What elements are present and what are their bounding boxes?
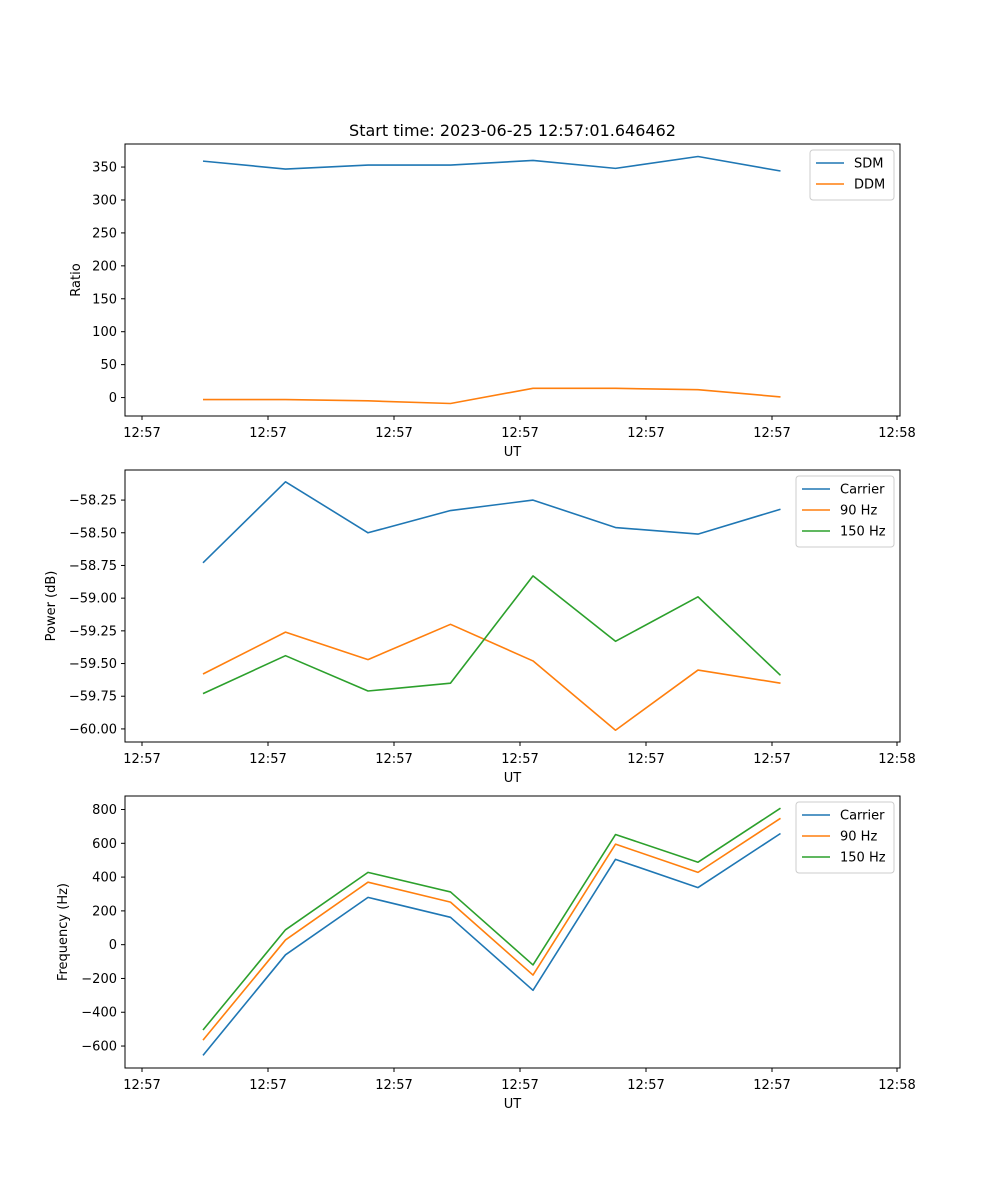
subplot-3: 12:57 12:57 12:57 12:57 12:57 12:57 12:58 −600 −… (56, 795, 916, 1112)
subplot-1: 12:57 12:57 12:57 12:57 12:57 12:57 12:58 0 50 10… (69, 121, 916, 460)
legend-label: Carrier (840, 483, 885, 498)
axes-frame (124, 795, 901, 1069)
legend-box (795, 801, 895, 874)
series-line-carrier (202, 480, 781, 564)
series-line-90-hz (202, 817, 781, 1041)
x-tick-label: 12:58 (878, 1078, 915, 1093)
x-tick-label: 12:57 (753, 1078, 790, 1093)
legend: Carrier 90 Hz 150 Hz (795, 801, 895, 874)
axes-frame (124, 143, 901, 417)
y-tick-label: 800 (92, 803, 117, 818)
x-tick-label: 12:57 (627, 1078, 664, 1093)
y-tick-label: −58.75 (69, 559, 117, 574)
x-tick-label: 12:57 (375, 1078, 412, 1093)
x-tick-label: 12:57 (753, 752, 790, 767)
x-axis-label: UT (504, 1097, 522, 1112)
y-tick-label: −58.50 (69, 526, 117, 541)
y-tick-label: −60.00 (69, 722, 117, 737)
legend: Carrier 90 Hz 150 Hz (795, 475, 895, 548)
y-tick-label: −59.00 (69, 592, 117, 607)
chart-title: Start time: 2023-06-25 12:57:01.646462 (349, 121, 676, 140)
x-tick-label: 12:57 (249, 426, 286, 441)
x-axis-label: UT (504, 445, 522, 460)
y-tick-label: −400 (81, 1006, 117, 1021)
x-tick-label: 12:58 (878, 752, 915, 767)
y-axis-label: Ratio (69, 263, 84, 296)
legend-label: 150 Hz (840, 851, 886, 866)
y-tick-label: 200 (92, 904, 117, 919)
y-tick-label: 600 (92, 837, 117, 852)
y-tick-label: 300 (92, 193, 117, 208)
x-tick-label: 12:57 (627, 752, 664, 767)
y-tick-label: 250 (92, 226, 117, 241)
x-axis-label: UT (504, 771, 522, 786)
series-line-ddm (203, 387, 781, 405)
legend: SDM DDM (809, 149, 895, 201)
x-tick-label: 12:57 (501, 1078, 538, 1093)
x-tick-label: 12:57 (375, 752, 412, 767)
x-tick-label: 12:57 (123, 752, 160, 767)
series-line-150-hz (202, 807, 781, 1031)
x-tick-label: 12:58 (878, 426, 915, 441)
legend-label: SDM (854, 157, 883, 172)
legend-label: DDM (854, 178, 885, 193)
y-tick-label: 0 (109, 391, 117, 406)
y-tick-label: 50 (100, 358, 117, 373)
y-tick-label: 350 (92, 161, 117, 176)
y-tick-label: −600 (81, 1040, 117, 1055)
legend-label: 90 Hz (840, 830, 877, 845)
y-axis-label: Frequency (Hz) (56, 883, 71, 981)
y-tick-label: −58.25 (69, 494, 117, 509)
series-line-90-hz (202, 623, 781, 732)
legend-label: 150 Hz (840, 525, 886, 540)
x-tick-label: 12:57 (375, 426, 412, 441)
x-tick-label: 12:57 (627, 426, 664, 441)
x-tick-label: 12:57 (753, 426, 790, 441)
x-tick-label: 12:57 (501, 426, 538, 441)
y-tick-label: −59.50 (69, 657, 117, 672)
x-tick-label: 12:57 (249, 1078, 286, 1093)
y-tick-label: −200 (81, 972, 117, 987)
subplot-2: 12:57 12:57 12:57 12:57 12:57 12:57 12:58 −60.0… (44, 469, 916, 786)
y-tick-label: −59.25 (69, 624, 117, 639)
x-tick-label: 12:57 (501, 752, 538, 767)
y-tick-label: 0 (109, 938, 117, 953)
series-line-150-hz (202, 575, 782, 695)
axes-frame (124, 469, 901, 743)
x-tick-label: 12:57 (249, 752, 286, 767)
x-tick-label: 12:57 (123, 1078, 160, 1093)
series-line-sdm (202, 155, 781, 172)
y-tick-label: 400 (92, 871, 117, 886)
legend-label: Carrier (840, 809, 885, 824)
y-tick-label: −59.75 (69, 690, 117, 705)
x-tick-label: 12:57 (123, 426, 160, 441)
y-tick-label: 150 (92, 292, 117, 307)
y-tick-label: 200 (92, 259, 117, 274)
y-tick-label: 100 (92, 325, 117, 340)
y-axis-label: Power (dB) (44, 571, 59, 642)
legend-label: 90 Hz (840, 504, 877, 519)
legend-box (795, 475, 895, 548)
series-line-carrier (202, 832, 781, 1056)
